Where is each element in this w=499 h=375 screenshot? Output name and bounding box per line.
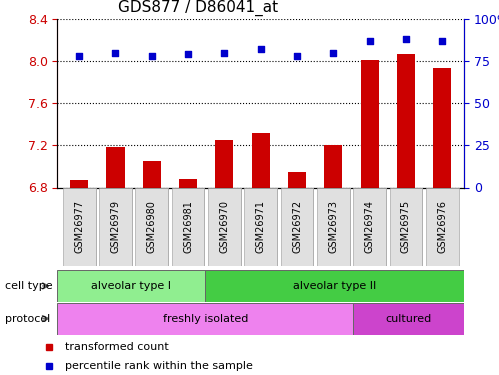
Point (438, 38, 446, 44)
Bar (57, 303, 353, 334)
Bar (245, 188, 277, 266)
Text: transformed count: transformed count (64, 342, 168, 352)
Text: GSM26976: GSM26976 (437, 200, 447, 254)
Bar (353, 188, 386, 266)
Bar (70, 180, 88, 188)
Text: GSM26979: GSM26979 (110, 200, 120, 254)
Text: GDS877 / D86041_at: GDS877 / D86041_at (118, 0, 278, 16)
Bar (99, 188, 132, 266)
Point (148, 53, 156, 59)
Bar (63, 188, 95, 266)
Point (75, 53, 83, 59)
Text: GSM26972: GSM26972 (292, 200, 302, 254)
Text: GSM26973: GSM26973 (328, 200, 338, 254)
Text: freshly isolated: freshly isolated (163, 314, 248, 324)
Text: cell type: cell type (5, 281, 52, 291)
Point (221, 50, 229, 55)
Bar (205, 270, 464, 302)
Bar (324, 145, 342, 188)
Text: protocol: protocol (5, 314, 50, 324)
Point (111, 50, 119, 55)
Text: GSM26974: GSM26974 (365, 200, 375, 254)
Text: GSM26971: GSM26971 (255, 200, 266, 254)
Bar (143, 161, 161, 188)
Text: GSM26980: GSM26980 (147, 200, 157, 254)
Point (293, 53, 301, 59)
Bar (361, 60, 379, 188)
Text: GSM26981: GSM26981 (183, 200, 193, 254)
Text: percentile rank within the sample: percentile rank within the sample (64, 361, 252, 370)
Bar (216, 140, 234, 188)
Bar (135, 188, 168, 266)
Bar (172, 188, 205, 266)
Text: alveolar type II: alveolar type II (293, 281, 376, 291)
Bar (57, 270, 205, 302)
Bar (179, 179, 197, 188)
Point (366, 38, 374, 44)
Point (257, 46, 265, 52)
Point (402, 36, 410, 42)
Bar (353, 303, 464, 334)
Bar (208, 188, 241, 266)
Bar (390, 188, 422, 266)
Bar (288, 172, 306, 188)
Bar (397, 54, 415, 188)
Text: GSM26977: GSM26977 (74, 200, 84, 254)
Text: GSM26970: GSM26970 (220, 200, 230, 254)
Bar (251, 133, 270, 188)
Text: alveolar type I: alveolar type I (91, 281, 171, 291)
Bar (433, 68, 452, 188)
Bar (281, 188, 313, 266)
Bar (106, 147, 125, 188)
Text: GSM26975: GSM26975 (401, 200, 411, 254)
Text: cultured: cultured (386, 314, 432, 324)
Point (184, 51, 192, 57)
Point (329, 50, 337, 55)
Bar (426, 188, 459, 266)
Bar (317, 188, 350, 266)
